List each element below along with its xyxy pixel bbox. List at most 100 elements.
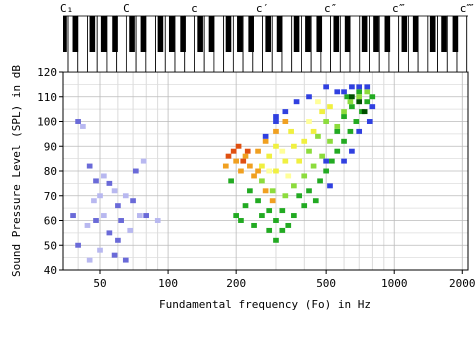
y-tick-label: 80 xyxy=(44,165,57,178)
cell xyxy=(344,94,351,100)
cell xyxy=(269,198,276,204)
white-key xyxy=(281,15,293,73)
x-tick-label: 500 xyxy=(316,277,336,290)
cell xyxy=(364,84,371,90)
cell xyxy=(366,119,373,124)
cell xyxy=(93,178,99,184)
black-key xyxy=(63,16,67,52)
cell xyxy=(106,180,113,186)
note-label: c‴ xyxy=(392,2,405,15)
cell xyxy=(347,99,354,105)
cell xyxy=(273,128,279,134)
cell xyxy=(259,213,265,219)
cell xyxy=(323,168,329,174)
cell xyxy=(251,173,257,179)
cell xyxy=(97,247,103,253)
black-key xyxy=(384,16,391,52)
y-tick-label: 60 xyxy=(44,215,57,228)
cell xyxy=(349,84,355,90)
black-key xyxy=(157,16,164,52)
cell xyxy=(130,198,136,204)
black-key xyxy=(412,16,419,52)
cell xyxy=(242,153,249,159)
keyboard xyxy=(63,15,468,73)
white-key xyxy=(456,15,468,73)
white-key xyxy=(116,15,127,73)
cell xyxy=(349,148,355,154)
x-tick-label: 1000 xyxy=(381,277,408,290)
white-key xyxy=(77,15,88,73)
cell xyxy=(228,178,234,184)
cell xyxy=(288,128,294,134)
cell xyxy=(143,213,150,219)
cell xyxy=(262,133,269,139)
y-tick-label: 100 xyxy=(37,116,57,129)
cell xyxy=(118,218,124,223)
cell xyxy=(244,148,251,154)
cell xyxy=(230,148,237,154)
cell xyxy=(279,227,286,233)
cell xyxy=(306,148,312,154)
black-key xyxy=(305,16,311,52)
cell xyxy=(247,188,253,194)
cell xyxy=(132,168,139,174)
cell xyxy=(282,109,289,115)
black-key xyxy=(225,16,232,52)
note-label: c″ xyxy=(324,2,337,15)
cell xyxy=(259,178,265,184)
cell xyxy=(361,109,368,115)
cell xyxy=(115,237,121,243)
x-axis-label: Fundamental frequency (Fo) in Hz xyxy=(159,298,371,311)
cell xyxy=(279,148,286,154)
cell xyxy=(356,99,363,105)
black-key xyxy=(129,16,135,52)
black-key xyxy=(72,16,79,52)
cell xyxy=(84,222,91,228)
cell xyxy=(259,163,265,169)
cell xyxy=(225,153,232,159)
black-key xyxy=(373,16,379,52)
cell xyxy=(70,213,76,219)
cell xyxy=(222,163,229,169)
black-key xyxy=(208,16,215,52)
cell xyxy=(306,94,312,100)
cell xyxy=(323,84,329,90)
black-key xyxy=(197,16,203,52)
note-label: C xyxy=(123,2,130,15)
cell xyxy=(115,203,121,209)
black-key xyxy=(100,16,107,52)
cell xyxy=(86,257,93,263)
cell xyxy=(101,213,107,219)
cell xyxy=(369,104,376,110)
cell xyxy=(262,188,269,194)
cell xyxy=(364,89,371,95)
black-key xyxy=(265,16,272,52)
cell xyxy=(282,193,289,199)
note-label: c⁗ xyxy=(460,2,475,15)
cell xyxy=(75,119,81,124)
note-label: C₁ xyxy=(60,2,73,15)
cell xyxy=(327,183,333,189)
x-tick-label: 100 xyxy=(158,277,178,290)
cell xyxy=(235,143,242,149)
cell xyxy=(291,213,297,219)
x-tick-label: 2000 xyxy=(449,277,475,290)
cell xyxy=(296,158,303,164)
cell xyxy=(111,188,118,194)
cell xyxy=(122,193,129,199)
cell xyxy=(273,237,279,243)
cell xyxy=(356,89,363,95)
cell xyxy=(323,119,329,124)
cell xyxy=(97,193,103,199)
cell xyxy=(353,119,360,124)
black-key xyxy=(344,16,351,52)
cell xyxy=(238,218,244,223)
white-key xyxy=(213,15,225,73)
cell xyxy=(111,252,118,258)
cell xyxy=(293,99,300,105)
black-key xyxy=(361,16,368,52)
cell xyxy=(319,109,325,115)
note-label: c′ xyxy=(256,2,269,15)
white-key xyxy=(349,15,361,73)
white-key xyxy=(466,15,468,73)
